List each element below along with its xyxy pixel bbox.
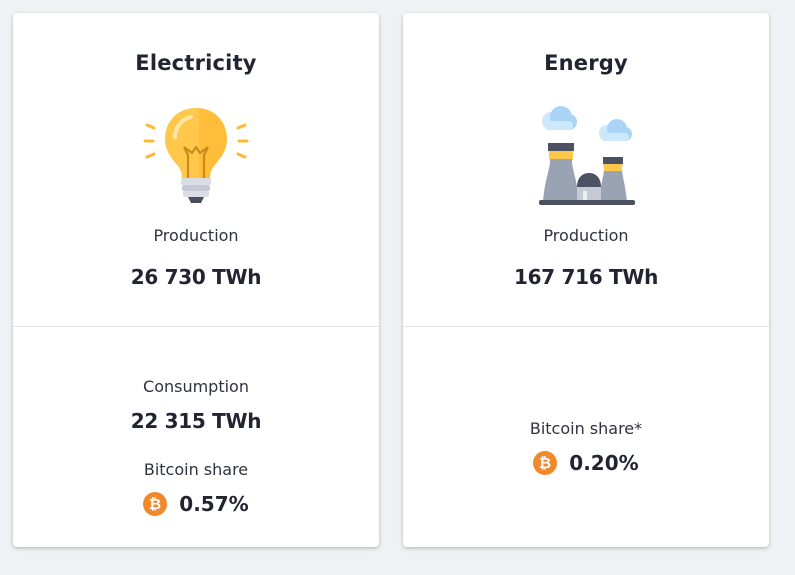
- power-plant-icon: [531, 103, 641, 213]
- electricity-title: Electricity: [135, 51, 257, 75]
- svg-text:₿: ₿: [539, 454, 551, 472]
- electricity-consumption-label: Consumption: [143, 377, 249, 396]
- energy-bitcoin-share-value: 0.20%: [569, 451, 639, 475]
- energy-title: Energy: [544, 51, 628, 75]
- electricity-consumption-value: 22 315 TWh: [130, 409, 262, 433]
- lightbulb-icon: [141, 103, 251, 213]
- energy-production-label: Production: [543, 226, 629, 245]
- electricity-consumption-section: Consumption 22 315 TWh Bitcoin share ₿ 0…: [13, 327, 379, 547]
- energy-production-section: Energy: [403, 13, 769, 326]
- bitcoin-icon: ₿: [533, 451, 558, 475]
- svg-text:₿: ₿: [149, 495, 161, 513]
- energy-bitcoin-share-row: ₿ 0.20%: [403, 451, 769, 475]
- energy-card: Energy: [403, 13, 769, 547]
- electricity-bitcoin-share-value: 0.57%: [179, 492, 249, 516]
- electricity-bitcoin-share-row: ₿ 0.57%: [13, 492, 379, 516]
- energy-share-section: Bitcoin share* ₿ 0.20%: [403, 327, 769, 547]
- card-divider: [13, 326, 379, 327]
- energy-bitcoin-share-label: Bitcoin share*: [529, 419, 643, 438]
- electricity-bitcoin-share-label: Bitcoin share: [143, 460, 249, 479]
- card-divider: [403, 326, 769, 327]
- electricity-card: Electricity: [13, 13, 379, 547]
- electricity-production-label: Production: [153, 226, 239, 245]
- electricity-production-value: 26 730 TWh: [130, 265, 262, 289]
- energy-production-value: 167 716 TWh: [513, 265, 659, 289]
- bitcoin-icon: ₿: [143, 492, 168, 516]
- electricity-production-section: Electricity: [13, 13, 379, 326]
